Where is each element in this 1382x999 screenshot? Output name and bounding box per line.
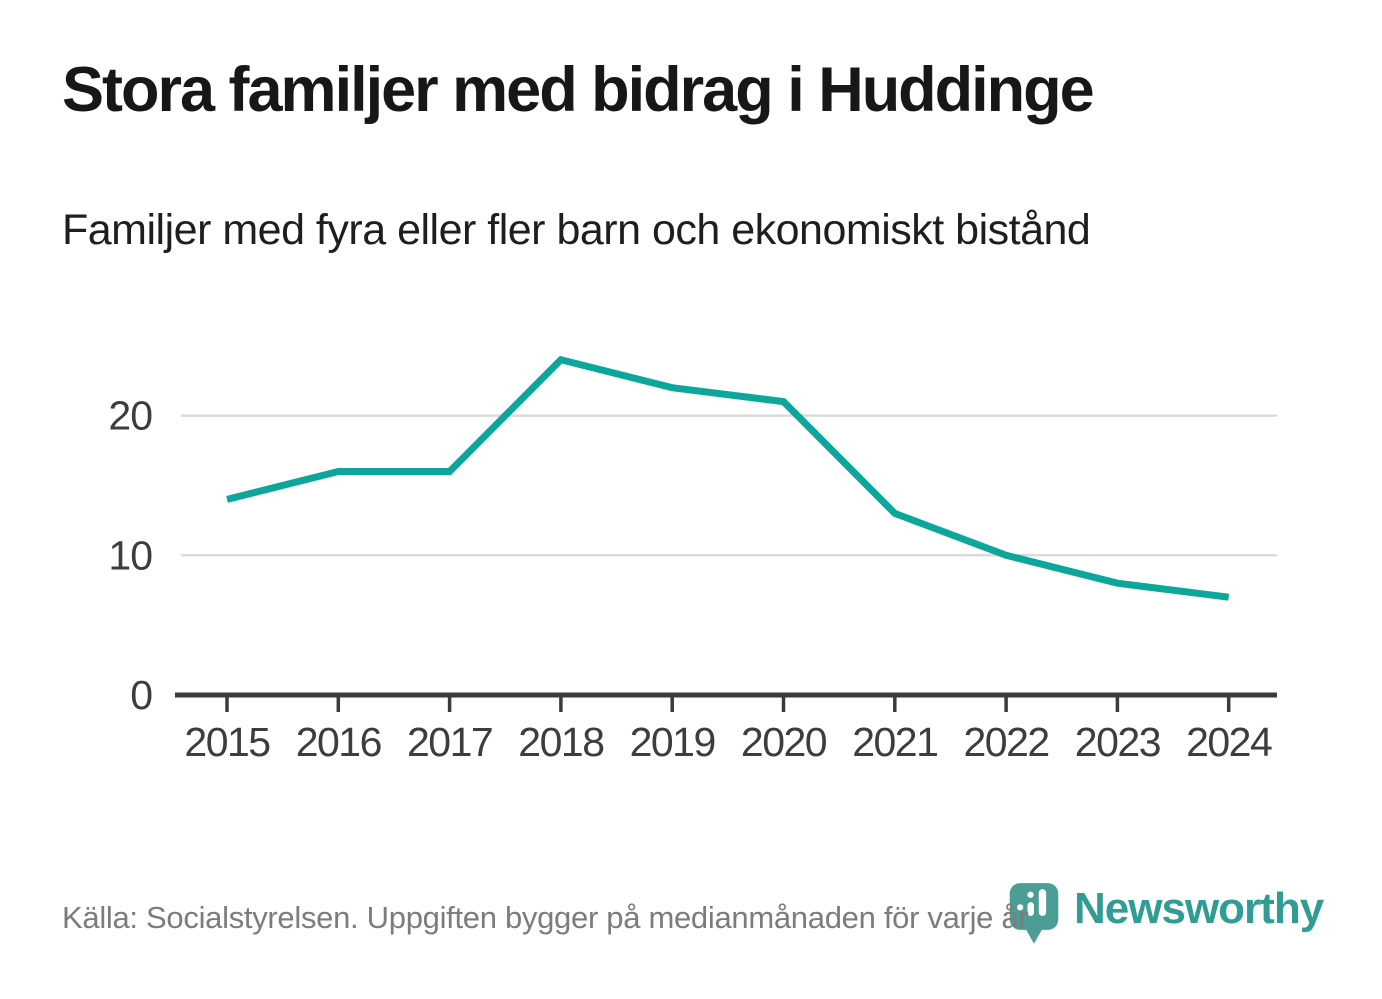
pin-shape [1009, 883, 1059, 944]
bar-dot [1017, 904, 1024, 911]
x-tick-label: 2024 [1186, 719, 1272, 765]
x-tick-label: 2015 [184, 719, 270, 765]
x-tick-label: 2020 [741, 719, 827, 765]
y-tick-label: 0 [130, 672, 152, 718]
x-tick-label: 2019 [630, 719, 715, 765]
source-note: Källa: Socialstyrelsen. Uppgiften bygger… [62, 900, 1029, 935]
data-line [226, 355, 1230, 601]
page-subtitle: Familjer med fyra eller fler barn och ek… [62, 206, 1091, 254]
page-title: Stora familjer med bidrag i Huddinge [62, 55, 1095, 125]
x-tick-label: 2021 [852, 719, 937, 765]
x-tick-label: 2017 [407, 719, 492, 765]
bar-tall [1038, 889, 1047, 916]
x-tick-label: 2016 [296, 719, 381, 765]
y-tick-label: 10 [108, 532, 152, 578]
newsworthy-pin-barchart-icon [1009, 883, 1059, 944]
x-tick-label: 2018 [518, 719, 604, 765]
bar-dot [1027, 891, 1034, 898]
y-tick-label: 20 [108, 393, 152, 439]
bar-small [1027, 902, 1034, 916]
x-tick-label: 2022 [963, 719, 1048, 765]
x-tick-label: 2023 [1075, 719, 1160, 765]
newsworthy-logo: Newsworthy [1008, 879, 1324, 953]
newsworthy-wordmark: Newsworthy [1074, 884, 1324, 933]
